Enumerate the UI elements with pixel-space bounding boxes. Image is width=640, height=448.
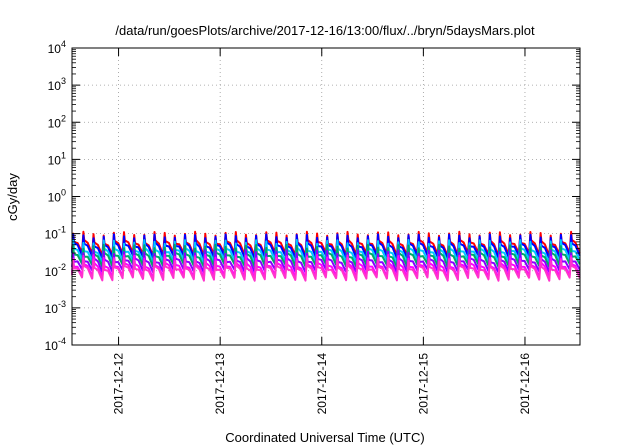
- y-tick-label: 10-2: [45, 262, 66, 279]
- x-axis: 2017-12-12 2017-12-13 2017-12-14 2017-12-15…: [112, 48, 532, 414]
- x-tick-label: 2017-12-16: [518, 353, 532, 415]
- x-axis-label: Coordinated Universal Time (UTC): [225, 430, 424, 445]
- x-tick-label: 2017-12-14: [315, 353, 329, 415]
- y-tick-label: 101: [48, 150, 66, 167]
- y-tick-label: 103: [48, 76, 66, 93]
- y-axis-label: cGy/day: [5, 173, 20, 221]
- y-tick-label: 100: [48, 188, 66, 205]
- x-tick-label: 2017-12-12: [112, 353, 126, 415]
- y-tick-label: 10-4: [45, 336, 66, 353]
- series-group: [71, 230, 581, 282]
- y-tick-label: 10-3: [45, 299, 66, 316]
- y-tick-label: 102: [48, 113, 66, 130]
- y-tick-label: 10-1: [45, 225, 66, 242]
- chart-title: /data/run/goesPlots/archive/2017-12-16/1…: [115, 23, 535, 38]
- x-tick-label: 2017-12-13: [213, 353, 227, 415]
- y-axis: 10-4 10-3 10-2 10-1 100 101 102 103 104: [45, 39, 580, 353]
- series-line: [71, 256, 581, 282]
- y-tick-label: 104: [48, 39, 66, 56]
- x-tick-label: 2017-12-15: [416, 353, 430, 415]
- grid: [72, 48, 580, 345]
